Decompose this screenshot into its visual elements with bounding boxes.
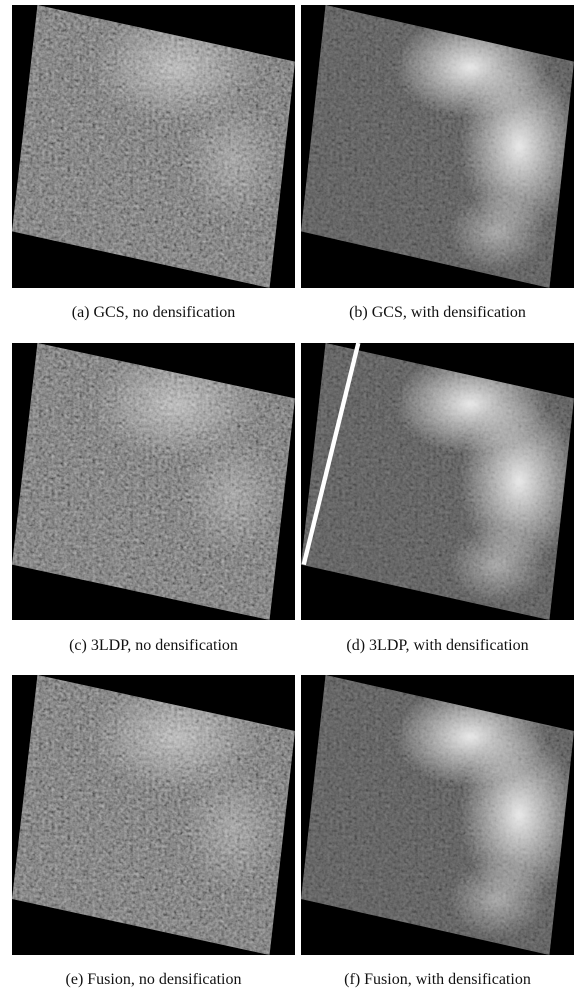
height-blob (448, 526, 546, 604)
figure: (a) GCS, no densification (b) GCS, with d… (0, 0, 581, 993)
result-image (12, 5, 295, 288)
result-image (301, 343, 574, 620)
height-blob (448, 192, 546, 271)
result-image (301, 675, 574, 955)
caption: (d) 3LDP, with densification (301, 636, 574, 656)
caption: (e) Fusion, no densification (12, 970, 295, 990)
caption: (f) Fusion, with densification (301, 970, 574, 990)
result-image (12, 675, 295, 955)
height-blob (448, 860, 546, 938)
caption: (a) GCS, no densification (12, 303, 295, 323)
height-blob (182, 434, 284, 556)
height-blob (182, 98, 284, 223)
caption: (c) 3LDP, no densification (12, 636, 295, 656)
result-image (12, 343, 295, 620)
height-blob (182, 767, 284, 890)
result-image (301, 5, 574, 288)
caption: (b) GCS, with densification (301, 303, 574, 323)
